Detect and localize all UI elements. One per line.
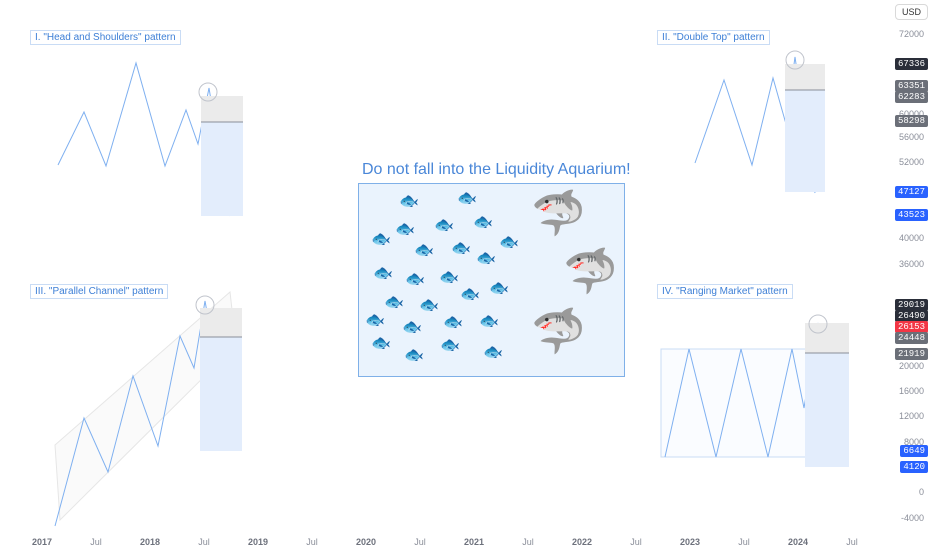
- time-tick: 2024: [787, 537, 809, 547]
- fish-icon: 🐟: [365, 312, 385, 329]
- parallel-channel-drawing: [54, 290, 242, 527]
- price-tick: -4000: [900, 513, 924, 523]
- fish-icon: 🐟: [434, 217, 454, 234]
- time-tick: Jul: [306, 537, 318, 547]
- fish-icon: 🐟: [414, 242, 434, 259]
- fish-icon: 🐟: [373, 265, 393, 282]
- shark-icon: 🦈: [563, 247, 618, 296]
- fish-icon: 🐟: [402, 319, 422, 336]
- price-tick: 56000: [898, 132, 924, 142]
- fish-icon: 🐟: [404, 347, 424, 364]
- fish-icon: 🐟: [440, 337, 460, 354]
- price-tick: 12000: [898, 411, 924, 421]
- pattern-label-head-shoulders[interactable]: I. "Head and Shoulders" pattern: [30, 30, 181, 45]
- time-tick: 2022: [571, 537, 593, 547]
- time-tick: 2020: [355, 537, 377, 547]
- head-shoulders-drawing: [57, 61, 243, 217]
- price-tick: 52000: [898, 157, 924, 167]
- price-tick: 20000: [898, 361, 924, 371]
- price-tick: 60000: [898, 109, 924, 119]
- price-badge: 21919: [894, 348, 928, 360]
- price-badge: 29019: [894, 299, 928, 311]
- time-tick: Jul: [522, 537, 534, 547]
- fish-icon: 🐟: [405, 271, 425, 288]
- price-badge: 58298: [894, 115, 928, 127]
- pattern-label-parallel-channel[interactable]: III. "Parallel Channel" pattern: [30, 284, 169, 299]
- time-tick: 2021: [463, 537, 485, 547]
- fish-icon: 🐟: [473, 214, 493, 231]
- fish-icon: 🐟: [451, 240, 471, 257]
- price-tick: 16000: [898, 386, 924, 396]
- fish-icon: 🐟: [460, 286, 480, 303]
- price-tick: 8000: [903, 437, 924, 447]
- liquidity-aquarium: 🐟 🐟 🐟 🐟 🐟 🐟 🐟 🐟 🐟 🐟 🐟 🐟 🐟 🐟 🐟 🐟 🐟 🐟 🐟 🐟 …: [358, 183, 625, 377]
- price-badge: 62283: [894, 91, 928, 103]
- time-tick: Jul: [630, 537, 642, 547]
- time-tick: Jul: [738, 537, 750, 547]
- price-tick: 72000: [898, 29, 924, 39]
- price-tick: 36000: [898, 259, 924, 269]
- aquarium-headline: Do not fall into the Liquidity Aquarium!: [362, 161, 631, 178]
- time-tick: 2018: [139, 537, 161, 547]
- price-badge: 43523: [894, 209, 928, 221]
- fish-icon: 🐟: [443, 314, 463, 331]
- price-tick: 0: [918, 487, 924, 497]
- fish-icon: 🐟: [371, 231, 391, 248]
- fish-icon: 🐟: [457, 190, 477, 207]
- fish-icon: 🐟: [499, 234, 519, 251]
- price-badge: 63351: [894, 80, 928, 92]
- price-badge: 6649: [900, 445, 928, 457]
- price-badge: 67336: [894, 58, 928, 70]
- shark-icon: 🦈: [531, 307, 586, 356]
- fish-icon: 🐟: [395, 221, 415, 238]
- fish-icon: 🐟: [419, 297, 439, 314]
- ranging-market-drawing: [660, 314, 849, 467]
- fish-icon: 🐟: [476, 250, 496, 267]
- time-tick: Jul: [90, 537, 102, 547]
- time-tick: Jul: [414, 537, 426, 547]
- fish-icon: 🐟: [489, 280, 509, 297]
- time-tick: 2023: [679, 537, 701, 547]
- price-badge: 24448: [894, 332, 928, 344]
- fish-icon: 🐟: [371, 335, 391, 352]
- fish-icon: 🐟: [479, 313, 499, 330]
- time-tick: Jul: [846, 537, 858, 547]
- double-top-drawing: [694, 50, 825, 194]
- fish-icon: 🐟: [483, 344, 503, 361]
- price-badge: 4120: [900, 461, 928, 473]
- currency-button[interactable]: USD: [894, 4, 928, 20]
- fish-icon: 🐟: [399, 193, 419, 210]
- pattern-label-ranging-market[interactable]: IV. "Ranging Market" pattern: [657, 284, 793, 299]
- price-badge: 47127: [894, 186, 928, 198]
- fish-icon: 🐟: [384, 294, 404, 311]
- price-badge: 26153: [894, 321, 928, 333]
- shark-icon: 🦈: [531, 189, 586, 238]
- price-tick: 40000: [898, 233, 924, 243]
- price-badge: 26490: [894, 310, 928, 322]
- time-tick: 2019: [247, 537, 269, 547]
- time-tick: Jul: [198, 537, 210, 547]
- pattern-label-double-top[interactable]: II. "Double Top" pattern: [657, 30, 770, 45]
- fish-icon: 🐟: [439, 269, 459, 286]
- time-tick: 2017: [31, 537, 53, 547]
